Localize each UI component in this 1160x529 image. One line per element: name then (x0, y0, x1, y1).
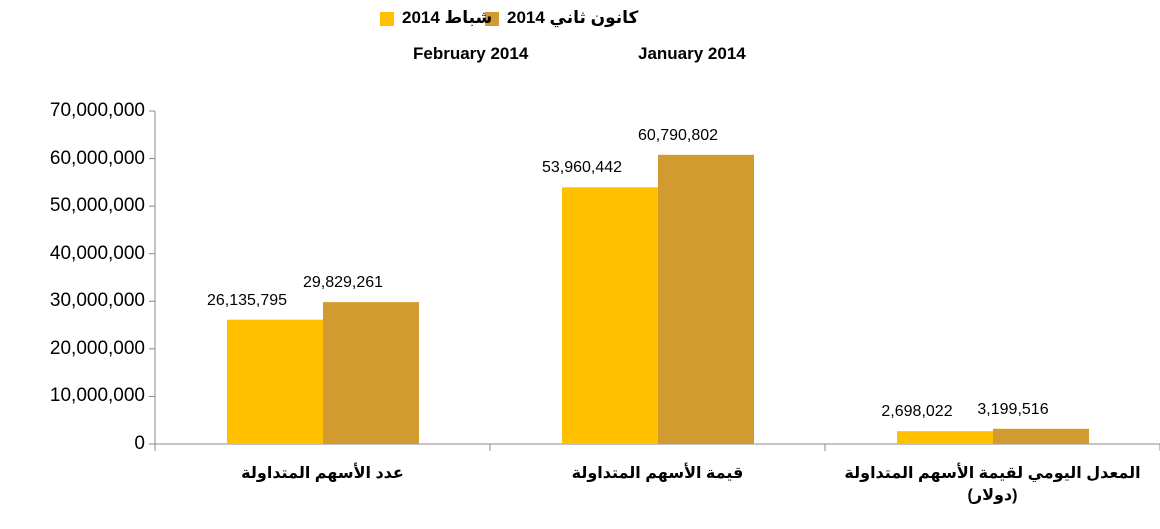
bar (993, 428, 1089, 444)
bar (227, 319, 323, 444)
x-tick-label: قيمة الأسهم المتداولة (571, 465, 744, 482)
y-tick-label: 30,000,000 (49, 290, 145, 312)
bar (323, 302, 419, 444)
legend-swatch (380, 12, 394, 26)
legend-label: كانون ثاني 2014 (507, 8, 639, 27)
data-label: 2,698,022 (881, 403, 953, 421)
y-tick-label: 60,000,000 (49, 147, 145, 169)
bar (562, 187, 658, 444)
data-label: 3,199,516 (977, 400, 1049, 418)
legend-label-en: January 2014 (638, 44, 746, 63)
legend-swatch (485, 12, 499, 26)
y-tick-label: 50,000,000 (49, 195, 145, 217)
data-label: 29,829,261 (302, 274, 384, 292)
bar (658, 154, 754, 445)
data-label: 53,960,442 (541, 159, 623, 177)
y-tick-label: 0 (134, 433, 145, 454)
x-tick-label: المعدل اليومي لقيمة الأسهم المتداولة (دو… (844, 465, 1141, 504)
bar (897, 431, 993, 444)
x-tick-label: عدد الأسهم المتداولة (241, 465, 404, 482)
data-label: 60,790,802 (637, 126, 719, 144)
legend-label: شباط 2014 (402, 8, 493, 27)
legend-label-en: February 2014 (413, 44, 529, 63)
y-tick-label: 10,000,000 (49, 385, 145, 407)
y-tick-label: 40,000,000 (49, 242, 145, 264)
y-tick-label: 70,000,000 (49, 100, 145, 121)
data-label: 26,135,795 (206, 291, 288, 309)
y-tick-label: 20,000,000 (49, 337, 145, 359)
